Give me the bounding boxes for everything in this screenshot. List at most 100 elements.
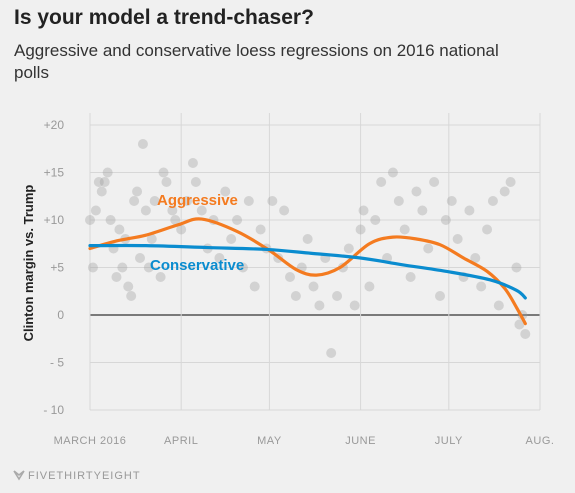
poll-point	[440, 215, 451, 225]
poll-point	[423, 243, 434, 254]
poll-point	[99, 177, 110, 187]
poll-point	[176, 224, 187, 235]
chart-title: Is your model a trend-chaser?	[14, 6, 314, 29]
poll-point	[487, 196, 498, 206]
poll-point	[308, 281, 319, 292]
poll-point	[326, 348, 337, 358]
poll-point	[143, 262, 154, 273]
poll-point	[170, 215, 181, 225]
y-axis-label: Clinton margin vs. Trump	[21, 185, 36, 342]
poll-point	[470, 253, 481, 263]
poll-point	[255, 224, 266, 235]
poll-point	[129, 196, 140, 206]
poll-point	[435, 291, 445, 301]
poll-point	[376, 177, 387, 187]
poll-point	[314, 300, 325, 311]
poll-point	[96, 186, 107, 197]
poll-point	[182, 196, 193, 206]
poll-point	[399, 224, 410, 235]
footer: FIVETHIRTYEIGHT	[13, 469, 141, 482]
poll-point	[464, 205, 475, 216]
poll-point	[126, 291, 137, 301]
poll-point	[476, 281, 487, 292]
conservative-line	[88, 243, 527, 300]
y-tick-label: - 10	[43, 403, 64, 417]
y-tick-label: 0	[57, 308, 64, 322]
fivethirtyeight-logo-icon	[13, 470, 25, 481]
poll-point	[499, 186, 510, 197]
poll-point	[411, 186, 422, 197]
poll-point	[123, 281, 134, 292]
poll-point	[520, 329, 531, 339]
poll-point	[417, 205, 428, 216]
poll-point	[349, 300, 360, 311]
poll-point	[85, 215, 95, 225]
poll-point	[111, 272, 122, 282]
poll-point	[226, 234, 237, 244]
poll-point	[149, 196, 160, 206]
poll-point	[87, 262, 98, 273]
poll-point	[93, 177, 104, 187]
poll-point	[132, 186, 143, 197]
y-tick-label: +5	[50, 261, 64, 275]
y-tick-label: - 5	[50, 356, 64, 370]
x-tick-label: JULY	[435, 435, 463, 447]
poll-point	[232, 215, 243, 225]
poll-point	[267, 196, 278, 206]
y-tick-label: +10	[44, 213, 65, 227]
poll-point	[446, 196, 457, 206]
x-tick-label: MAY	[257, 435, 282, 447]
poll-point	[511, 262, 522, 273]
poll-point	[146, 234, 157, 244]
poll-point	[117, 262, 128, 273]
chart-subtitle: Aggressive and conservative loess regres…	[14, 41, 499, 82]
poll-point	[355, 224, 366, 235]
poll-point	[161, 177, 172, 187]
poll-point	[429, 177, 440, 187]
poll-point	[187, 158, 198, 168]
poll-point	[249, 281, 260, 292]
poll-point	[393, 196, 404, 206]
x-tick-label: MARCH 2016	[54, 435, 127, 447]
poll-point	[105, 215, 116, 225]
poll-point	[190, 177, 201, 187]
y-tick-label: +15	[44, 166, 65, 180]
regression-lines	[88, 217, 527, 326]
poll-point	[90, 205, 101, 216]
poll-point	[505, 177, 516, 187]
poll-point	[155, 272, 166, 282]
footer-brand: FIVETHIRTYEIGHT	[28, 470, 141, 482]
poll-point	[332, 291, 343, 301]
poll-point	[493, 300, 504, 311]
x-axis-ticks: MARCH 2016 APRIL MAY JUNE JULY AUG.	[54, 435, 555, 447]
poll-point	[302, 234, 313, 244]
poll-point	[343, 243, 354, 254]
poll-point	[514, 319, 525, 330]
conservative-label: Conservative	[150, 257, 244, 274]
poll-point	[237, 262, 248, 273]
poll-point	[285, 272, 295, 282]
x-tick-label: JUNE	[345, 435, 376, 447]
poll-point	[214, 253, 225, 263]
x-tick-label: APRIL	[164, 435, 198, 447]
poll-point	[220, 186, 231, 197]
poll-point	[167, 205, 178, 216]
poll-point	[387, 167, 398, 178]
poll-point	[405, 272, 416, 282]
poll-point	[114, 224, 125, 235]
aggressive-line	[88, 217, 527, 326]
grid-lines	[89, 113, 541, 411]
poll-point	[140, 205, 151, 216]
poll-point	[243, 196, 254, 206]
poll-point	[290, 291, 301, 301]
y-tick-label: +20	[44, 118, 65, 132]
aggressive-label: Aggressive	[157, 192, 238, 209]
poll-point	[358, 205, 369, 216]
poll-point	[279, 205, 290, 216]
poll-points	[85, 139, 531, 358]
poll-point	[158, 167, 169, 178]
poll-point	[102, 167, 113, 178]
y-axis-ticks: - 10 - 5 0 +5 +10 +15 +20	[43, 118, 64, 417]
poll-point	[135, 253, 145, 263]
x-tick-label: AUG.	[526, 435, 555, 447]
